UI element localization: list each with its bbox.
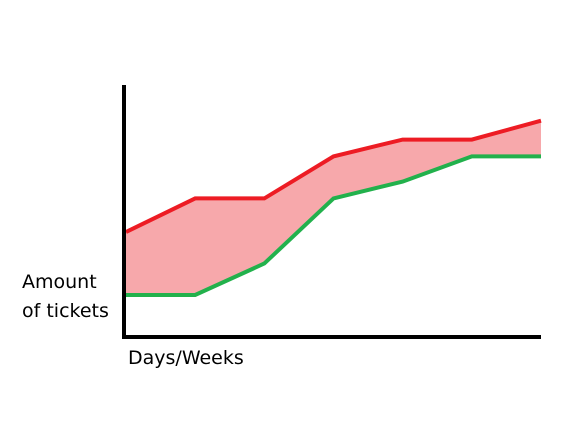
series-upper-line <box>125 118 542 234</box>
y-axis-label-line-2: of tickets <box>22 300 109 322</box>
y-axis-label-line-1: Amount <box>22 271 97 293</box>
band-area <box>126 120 541 295</box>
x-axis-label: Days/Weeks <box>128 347 244 369</box>
series-lower-line <box>126 154 541 297</box>
